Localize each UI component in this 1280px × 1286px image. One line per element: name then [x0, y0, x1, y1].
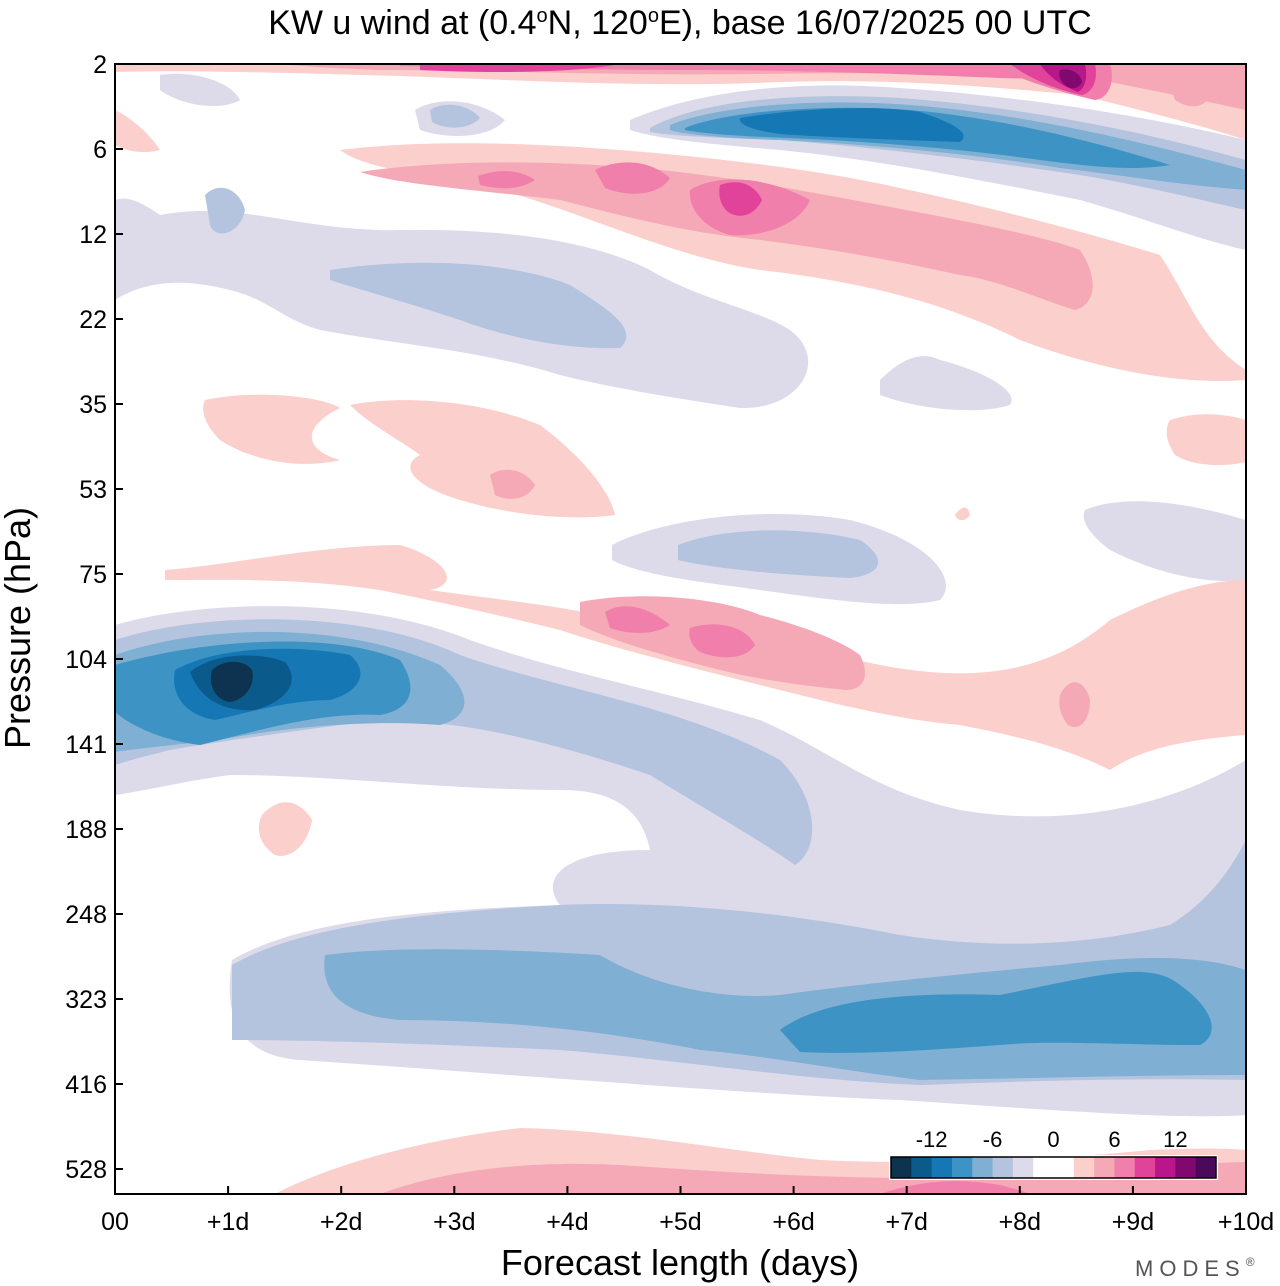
colorbar-swatch	[1012, 1157, 1034, 1178]
colorbar-swatch	[1053, 1157, 1075, 1178]
x-tick-label: +7d	[885, 1208, 927, 1236]
x-tick-label: +6d	[772, 1208, 814, 1236]
y-tick-label: 323	[65, 986, 107, 1014]
contour-field	[115, 64, 1246, 1194]
y-axis: 2 6 12 22 35 53 75 104 141 188 248 323 416 528	[65, 51, 123, 1184]
chart-title: KW u wind at (0.4oN, 120oE), base 16/07/…	[268, 4, 1092, 42]
x-tick-label: +5d	[659, 1208, 701, 1236]
brand-logo: MODES®	[1135, 1255, 1261, 1281]
contour-easterly-light-farright	[1083, 501, 1246, 581]
contour-easterly-light-right	[880, 356, 1012, 411]
contour-westerly-3-lower1	[605, 606, 670, 633]
y-tick-label: 75	[79, 561, 107, 589]
contour-easterly-3-tropo	[324, 949, 1246, 1080]
contour-westerly-light-small	[955, 507, 970, 521]
contour-westerly-light-mid1	[203, 394, 340, 464]
x-tick-label: +4d	[546, 1208, 588, 1236]
colorbar-swatch	[1073, 1157, 1095, 1178]
contour-westerly-3-band3	[478, 171, 535, 189]
y-tick-label: 104	[65, 646, 107, 674]
x-axis: 00 +1d +2d +3d +4d +5d +6d +7d +8d +9d +10d	[101, 1186, 1274, 1236]
colorbar-swatch	[1155, 1157, 1176, 1178]
y-tick-label: 248	[65, 901, 107, 929]
x-tick-label: +1d	[207, 1208, 249, 1236]
x-axis-label: Forecast length (days)	[501, 1242, 859, 1283]
colorbar-swatch	[1033, 1157, 1054, 1178]
colorbar-swatch	[1114, 1157, 1136, 1178]
contour-westerly-light-top	[115, 64, 1246, 140]
y-tick-label: 12	[79, 221, 107, 249]
contour-westerly-light-band	[340, 143, 1246, 381]
x-tick-label: +9d	[1112, 1208, 1154, 1236]
y-tick-label: 22	[79, 306, 107, 334]
x-tick-label: +8d	[999, 1208, 1041, 1236]
contour-westerly-4-top2	[420, 64, 620, 72]
contour-westerly-light-right	[1166, 414, 1246, 466]
colorbar-swatch	[972, 1157, 994, 1178]
contour-easterly-4-tropo	[780, 971, 1212, 1053]
colorbar: -12 -6 0 6 12	[889, 1127, 1218, 1180]
colorbar-tick-label: 0	[1047, 1127, 1059, 1152]
y-tick-label: 53	[79, 476, 107, 504]
colorbar-swatch	[1134, 1157, 1156, 1178]
y-tick-label: 528	[65, 1156, 107, 1184]
contour-westerly-light-bubble	[258, 802, 312, 856]
y-tick-label: 2	[93, 51, 107, 79]
contour-westerly-3-bottom	[880, 1181, 1030, 1194]
colorbar-swatch	[1195, 1157, 1217, 1178]
contour-easterly-5-top	[739, 108, 964, 142]
y-tick-label: 141	[65, 731, 107, 759]
contour-westerly-3-lower2	[689, 624, 755, 658]
contour-easterly-2-topleft	[205, 187, 245, 234]
colorbar-swatch	[1094, 1157, 1115, 1178]
y-tick-label: 35	[79, 391, 107, 419]
contour-easterly-2-small	[430, 104, 480, 128]
x-tick-label: 00	[101, 1208, 129, 1236]
contour-westerly-2-mid	[490, 469, 535, 499]
contour-easterly-light-topleft	[160, 73, 240, 107]
contour-westerly-2-lower-right	[1059, 682, 1090, 728]
colorbar-swatch	[951, 1157, 973, 1178]
colorbar-frame	[890, 1156, 1217, 1179]
colorbar-swatch	[931, 1157, 953, 1178]
colorbar-swatch	[992, 1157, 1014, 1178]
contour-westerly-6	[1059, 69, 1082, 89]
contour-westerly-light-mid2	[350, 400, 615, 518]
colorbar-swatch	[891, 1157, 912, 1178]
x-tick-label: +3d	[433, 1208, 475, 1236]
colorbar-swatch	[911, 1157, 933, 1178]
contour-westerly-2-top-right	[1170, 79, 1210, 107]
contour-easterly-2-upper	[330, 262, 627, 349]
colorbar-tick-label: 12	[1163, 1127, 1187, 1152]
colorbar-tick-label: 6	[1108, 1127, 1120, 1152]
contour-easterly-2-mid	[678, 530, 879, 578]
colorbar-tick-label: -6	[983, 1127, 1003, 1152]
x-tick-label: +2d	[320, 1208, 362, 1236]
contour-westerly-light-left	[115, 110, 160, 153]
contour-westerly-4	[719, 182, 762, 216]
colorbar-tick-label: -12	[916, 1127, 948, 1152]
x-tick-label: +10d	[1218, 1208, 1274, 1236]
contour-easterly-7	[210, 661, 253, 702]
contour-westerly-2-bottom	[380, 1162, 1246, 1194]
y-tick-label: 6	[93, 136, 107, 164]
y-tick-label: 188	[65, 816, 107, 844]
y-axis-label: Pressure (hPa)	[0, 507, 38, 749]
colorbar-swatch	[1175, 1157, 1197, 1178]
contour-westerly-3-band1	[595, 162, 670, 194]
y-tick-label: 416	[65, 1071, 107, 1099]
